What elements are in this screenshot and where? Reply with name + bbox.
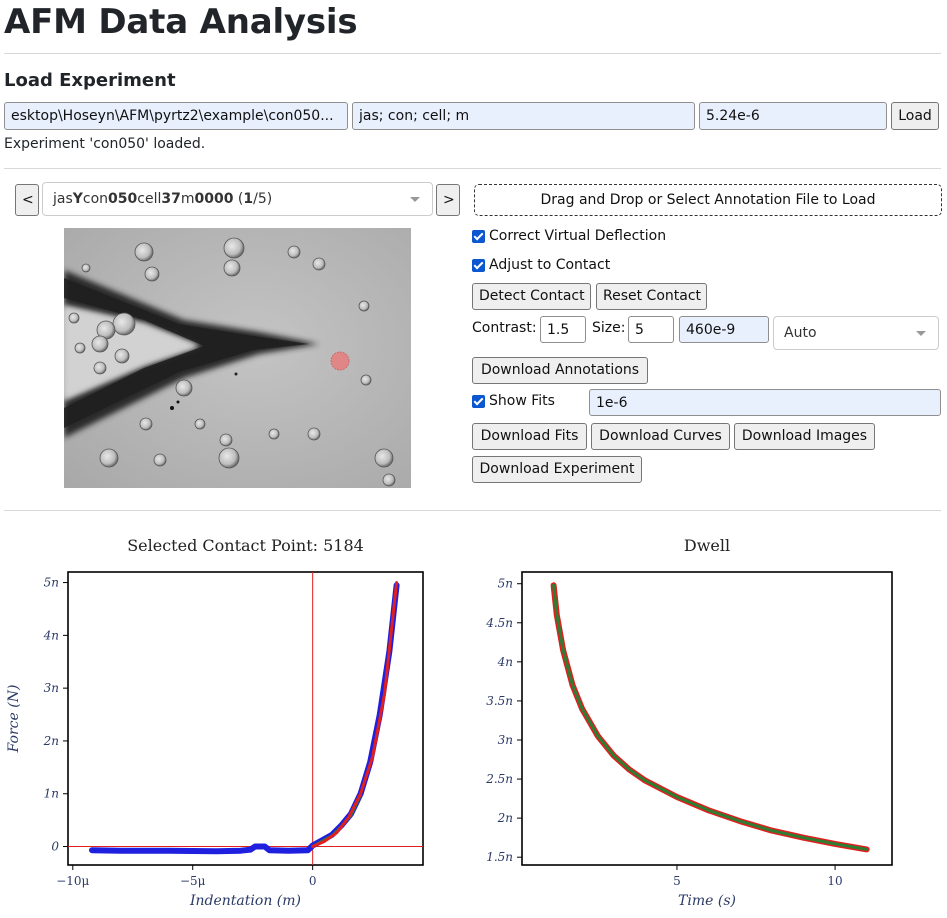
series-line-2 bbox=[311, 581, 399, 848]
curve-label-part: jas bbox=[53, 191, 73, 207]
download-experiment-button[interactable]: Download Experiment bbox=[472, 456, 642, 483]
curve-select[interactable]: jasYcon050cell37m0000 (1/5) bbox=[42, 182, 433, 216]
page-title: AFM Data Analysis bbox=[4, 2, 358, 42]
download-annotations-button[interactable]: Download Annotations bbox=[472, 357, 648, 384]
curve-label-part: 1 bbox=[243, 191, 254, 207]
checkbox-checked-icon bbox=[472, 258, 485, 272]
adjust-to-contact-label: Adjust to Contact bbox=[489, 257, 611, 273]
y-tick-label: 1.5n bbox=[486, 850, 513, 864]
experiment-keys-input[interactable] bbox=[352, 102, 695, 130]
x-tick-label: 10 bbox=[827, 874, 842, 888]
curve-label-part: 0000 bbox=[194, 191, 234, 207]
load-button[interactable]: Load bbox=[891, 102, 939, 130]
load-divider bbox=[4, 168, 941, 169]
probe-radius-input[interactable] bbox=[699, 102, 887, 130]
curve-label-part: 050 bbox=[108, 191, 138, 207]
checkbox-checked-icon bbox=[472, 229, 485, 243]
prev-curve-button[interactable]: < bbox=[15, 184, 39, 216]
show-fits-checkbox[interactable]: Show Fits bbox=[472, 393, 555, 409]
adjust-to-contact-checkbox[interactable]: Adjust to Contact bbox=[472, 257, 610, 273]
detect-contact-button[interactable]: Detect Contact bbox=[472, 283, 591, 310]
curve-label-part: m bbox=[180, 191, 195, 207]
y-tick-label: 1n bbox=[44, 787, 59, 801]
curve-label-part: Y bbox=[72, 191, 83, 207]
curve-label-part: /5) bbox=[253, 191, 273, 207]
curve-label-part: con bbox=[82, 191, 109, 207]
experiment-path-input[interactable] bbox=[4, 102, 348, 130]
download-images-button[interactable]: Download Images bbox=[734, 423, 875, 450]
annotation-dropzone[interactable]: Drag and Drop or Select Annotation File … bbox=[474, 184, 942, 216]
curve-label-part: cell bbox=[137, 191, 162, 207]
contrast-label: Contrast: bbox=[472, 320, 537, 336]
download-fits-button[interactable]: Download Fits bbox=[472, 423, 587, 450]
y-tick-label: 2n bbox=[497, 811, 513, 825]
indentation-plot-title: Selected Contact Point: 5184 bbox=[127, 536, 364, 555]
x-tick-label: 0 bbox=[309, 874, 317, 888]
y-axis-label: Force (N) bbox=[6, 685, 22, 754]
x-axis-label: Indentation (m) bbox=[189, 893, 301, 909]
x-tick-label: 5 bbox=[673, 874, 681, 888]
size-label: Size: bbox=[592, 320, 626, 336]
curve-label-part: ( bbox=[233, 191, 244, 207]
curve-select-value: jasYcon050cell37m0000 (1/5) bbox=[53, 191, 272, 207]
y-tick-label: 2n bbox=[43, 734, 59, 748]
load-status-text: Experiment 'con050' loaded. bbox=[4, 136, 206, 152]
mode-select-value: Auto bbox=[784, 325, 817, 341]
mode-select[interactable]: Auto bbox=[773, 316, 939, 350]
chevron-down-icon bbox=[916, 331, 926, 336]
indentation-plot[interactable]: −10μ −5μ 0 0 1n 2n 3n 4n 5n Indentation (m) Force … bbox=[0, 560, 470, 918]
load-section-title: Load Experiment bbox=[4, 70, 176, 91]
show-fits-label: Show Fits bbox=[489, 393, 555, 409]
download-curves-button[interactable]: Download Curves bbox=[591, 423, 730, 450]
y-tick-label: 3n bbox=[498, 733, 513, 747]
y-tick-label: 2.5n bbox=[485, 772, 513, 786]
correct-virtual-deflection-checkbox[interactable]: Correct Virtual Deflection bbox=[472, 228, 666, 244]
x-tick-label: −10μ bbox=[56, 874, 89, 888]
next-curve-button[interactable]: > bbox=[436, 184, 460, 216]
plots-divider bbox=[4, 510, 941, 511]
plot-frame bbox=[67, 571, 424, 866]
y-tick-label: 5n bbox=[498, 577, 513, 591]
y-tick-label: 5n bbox=[44, 576, 59, 590]
plot-frame bbox=[521, 571, 893, 866]
reset-contact-button[interactable]: Reset Contact bbox=[596, 283, 707, 310]
size-input[interactable] bbox=[628, 316, 674, 343]
checkbox-checked-icon bbox=[472, 394, 485, 408]
y-tick-label: 3n bbox=[44, 681, 59, 695]
y-tick-label: 3.5n bbox=[486, 694, 513, 708]
y-tick-label: 0 bbox=[51, 840, 59, 854]
pixel-size-input[interactable] bbox=[679, 316, 769, 343]
dwell-plot-title: Dwell bbox=[683, 536, 731, 555]
microscope-picture bbox=[64, 228, 411, 488]
y-tick-label: 4n bbox=[497, 655, 513, 669]
contrast-input[interactable] bbox=[540, 316, 586, 343]
fit-depth-input[interactable] bbox=[589, 389, 941, 416]
y-tick-label: 4n bbox=[43, 628, 59, 642]
x-axis-label: Time (s) bbox=[678, 893, 736, 909]
microscope-image[interactable] bbox=[64, 228, 411, 488]
y-tick-label: 4.5n bbox=[485, 616, 513, 630]
series-line-1 bbox=[552, 583, 869, 851]
correct-virtual-deflection-label: Correct Virtual Deflection bbox=[489, 228, 667, 244]
chevron-down-icon bbox=[410, 197, 420, 202]
x-tick-label: −5μ bbox=[180, 874, 206, 888]
curve-label-part: 37 bbox=[161, 191, 181, 207]
header-divider bbox=[4, 53, 941, 54]
